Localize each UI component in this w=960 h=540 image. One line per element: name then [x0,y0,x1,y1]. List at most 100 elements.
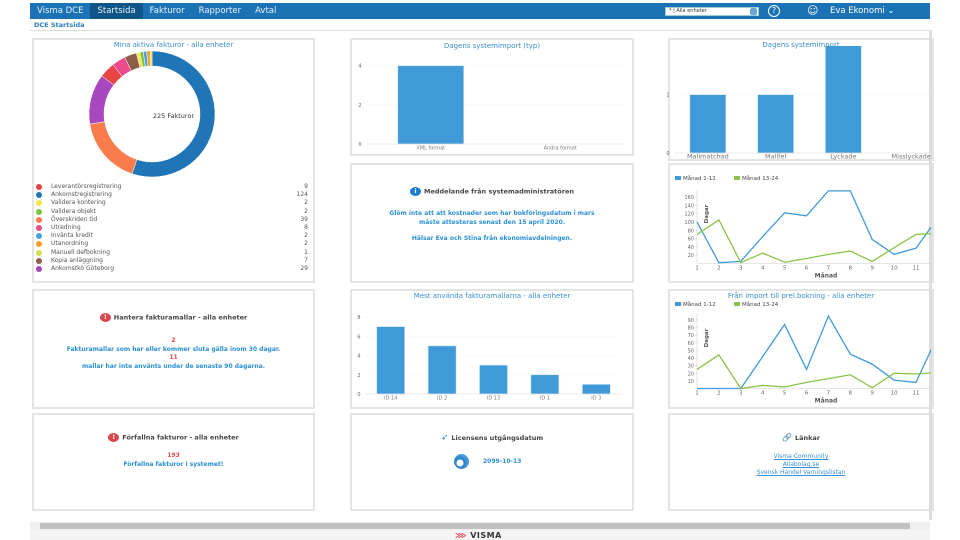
footer [30,530,930,540]
overdue-text: 193 Förfallna fakturor i systemet! [123,452,224,468]
legend-item[interactable]: Validera kontering 2 [36,199,308,207]
legend-label: Kopia anläggning [51,256,103,264]
link-varningslistan[interactable]: Svensk Handel Varningslistan [756,469,846,476]
legend-dot [36,266,42,272]
card-title: Från import till prel.bokning - alla enh… [727,292,875,300]
legend-label: Manuell defbokning [51,248,111,256]
legend-dot [36,241,42,248]
message-text: Glöm inte att att kostnader som har bokf… [389,210,595,242]
overdue-card: ! Förfallna fakturor - alla enheter 193 Fö… [32,413,315,511]
scrollbar-thumb[interactable] [40,523,910,529]
legend-item[interactable]: Manuell defbokning 1 [36,249,308,257]
legend-dot [36,257,42,264]
legend-dot [36,233,42,240]
legend-value: 29 [300,265,308,272]
legend-dot [36,208,42,215]
expiring-text: Fakturamallar som har eller kommer sluta… [66,345,281,353]
legend-item[interactable]: Utredning 8 [36,224,308,232]
legend-item[interactable]: Ankomstregistrering 124 [36,191,308,199]
unused-count: 11 [169,354,178,361]
legend-value: 39 [300,215,308,223]
link-visma-community[interactable]: Visma Community [773,453,829,460]
templates-alert-card: ! Hantera fakturamallar - alla enheter 2 … [32,289,315,409]
legend-label: Utanordning [51,240,89,248]
legend-value: 9 [304,183,308,190]
line-chart-a-card [668,163,934,283]
templates-chart-card: Mest använda fakturamallarna - alla enhe… [350,289,634,409]
legend-value: 8 [304,224,308,231]
legend-item[interactable]: Ankomstkö Göteborg 29 [36,265,308,273]
legend-value: 2 [304,240,308,248]
info-icon: i [409,187,421,196]
rocket-icon: ➶ [440,433,449,443]
card-title: Dagens systemimport [762,41,840,49]
breadcrumb[interactable]: DCE Startsida [34,21,85,29]
legend-value: 2 [304,199,308,207]
legend-item[interactable]: Överskriden tid 39 [36,216,308,224]
legend-item[interactable]: Kopia anläggning 7 [36,257,308,265]
refresh-icon [454,454,469,469]
admin-message-card: i Meddelande från systemadministratören G… [350,163,634,283]
vertical-scrollbar[interactable] [929,30,932,520]
horizontal-scrollbar[interactable] [30,522,930,530]
chevron-down-icon [750,8,757,15]
card-title: 🔗 Länkar [781,433,821,442]
templates-alert-text: 2 Fakturamallar som har eller kommer slu… [34,337,313,371]
links-list: Visma Community Allabolag.se Svensk Hand… [670,453,932,477]
legend-label: Validera kontering [51,199,106,207]
legend-item[interactable]: Leverantörsregistrering 9 [36,183,308,191]
legend-label: Överskriden tid [51,215,98,223]
legend-label: Validera objekt [51,207,96,215]
brand-link[interactable]: Visma DCE [37,6,84,16]
legend-dot [36,225,42,231]
legend-value: 2 [304,232,308,240]
legend-label: Leverantörsregistrering [51,183,122,190]
link-allabolag[interactable]: Allabolag.se [782,461,820,468]
legend-label: Utredning [51,224,81,231]
card-title: Mina aktiva fakturor - alla enheter [113,41,234,49]
legend-dot [36,184,42,190]
line-chart-b-card: Från import till prel.bokning - alla enh… [668,289,934,409]
unit-select[interactable]: * | Alla enheter [665,7,759,16]
expiring-count: 2 [171,337,176,344]
tab-startsida[interactable]: Startsida [90,3,143,19]
license-card: ➶ Licensens utgångsdatum 2099-10-13 [350,413,634,511]
legend-value: 1 [304,248,308,256]
legend-dot [36,200,42,207]
card-title: ! Förfallna fakturor - alla enheter [34,433,313,442]
unit-select-value: * | Alla enheter [669,8,707,14]
tab-avtal[interactable]: Avtal [255,6,277,16]
donut-center-label: 225 Fakturor [152,112,195,120]
card-title: ! Hantera fakturamallar - alla enheter [34,313,313,322]
tab-rapporter[interactable]: Rapporter [198,6,242,16]
legend-label: Ankomstkö Göteborg [51,265,115,272]
user-icon[interactable]: ☺ [807,4,819,17]
card-title: Dagens systemimport (typ) [443,42,541,50]
legend-item[interactable]: Invänta kredit 2 [36,232,308,240]
alert-icon: ! [99,313,111,322]
import-type-card: Dagens systemimport (typ) [350,38,634,156]
tab-fakturor[interactable]: Fakturor [149,6,185,16]
link-icon: 🔗 [781,433,792,442]
legend-label: Invänta kredit [51,232,93,240]
unused-text: mallar har inte använts under de senaste… [82,362,265,370]
divider [30,30,930,31]
card-title: i Meddelande från systemadministratören [352,187,632,196]
user-menu[interactable]: Eva Ekonomi ⌄ [830,6,895,16]
alert-icon: ! [108,433,120,442]
legend-label: Ankomstregistrering [51,191,112,199]
license-date: 2099-10-13 [483,458,522,465]
import-status-card: Dagens systemimport [668,38,934,161]
legend-value: 124 [296,191,308,199]
visma-logo: ⋙ VISMA [455,531,502,540]
help-icon[interactable]: ? [768,5,780,17]
legend-dot [36,216,42,223]
top-nav: Visma DCE Startsida Fakturor Rapporter A… [30,3,930,19]
legend-dot [36,249,42,256]
legend-value: 2 [304,207,308,215]
legend-item[interactable]: Validera objekt 2 [36,208,308,216]
card-title: ➶ Licensens utgångsdatum [440,433,544,443]
legend-dot [36,192,42,199]
legend-item[interactable]: Utanordning 2 [36,240,308,248]
card-title: Mest använda fakturamallarna - alla enhe… [413,292,571,300]
